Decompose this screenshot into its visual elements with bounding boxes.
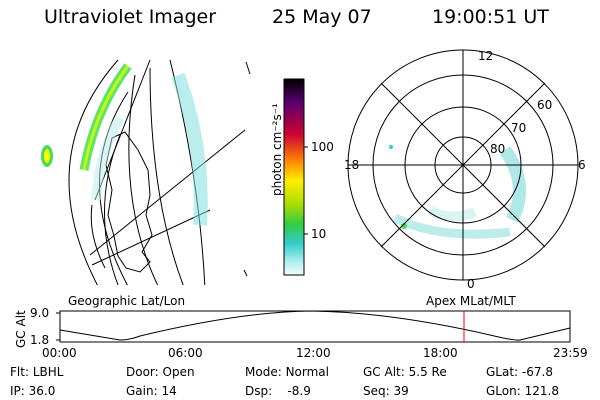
mlt-label-6: 6 — [578, 158, 586, 172]
mlat-label-60: 60 — [537, 98, 553, 112]
status-seq: Seq: 39 — [363, 384, 409, 398]
mlt-label-12: 12 — [478, 49, 494, 63]
timeline-ylabel: GC Alt — [14, 310, 28, 348]
status-gc-alt: GC Alt: 5.5 Re — [363, 365, 447, 379]
status-dsp: Dsp: -8.9 — [245, 384, 311, 398]
auroral-emission-oval — [79, 63, 208, 226]
colorbar-tick-10: 10 — [311, 227, 327, 241]
status-door: Door: Open — [126, 365, 195, 379]
mlat-label-80: 80 — [490, 142, 506, 156]
time-tick-1800: 18:00 — [423, 346, 458, 360]
status-filter: Flt: LBHL — [10, 365, 64, 379]
status-glon: GLon: 121.8 — [486, 384, 559, 398]
colorbar-unit-label: photon cm⁻²s⁻¹ — [270, 103, 284, 196]
colorbar-tick-100: 100 — [311, 140, 334, 154]
dayglow-spot — [41, 145, 53, 167]
geo-panel-label: Geographic Lat/Lon — [68, 294, 186, 308]
status-mode: Mode: Normal — [245, 365, 329, 379]
status-glat: GLat: -67.8 — [486, 365, 553, 379]
time-tick-0000: 00:00 — [42, 346, 77, 360]
status-gain: Gain: 14 — [126, 384, 177, 398]
polar-panel-label: Apex MLat/MLT — [426, 294, 516, 308]
observation-time: 19:00:51 UT — [432, 6, 549, 28]
intensity-colorbar — [283, 78, 308, 276]
mlat-label-70: 70 — [511, 121, 527, 135]
time-tick-1200: 12:00 — [296, 346, 331, 360]
polar-mlat-mlt-panel — [347, 49, 579, 281]
alt-tick-9: 9.0 — [30, 306, 50, 320]
geographic-image-panel — [41, 59, 251, 285]
mlt-label-0: 0 — [467, 277, 475, 291]
instrument-title: Ultraviolet Imager — [44, 6, 217, 28]
time-tick-2359: 23:59 — [553, 346, 588, 360]
orbit-altitude-timeline — [56, 310, 571, 343]
time-tick-0600: 06:00 — [168, 346, 203, 360]
alt-tick-1-8: 1.8 — [30, 333, 50, 347]
mlt-label-18: 18 — [344, 158, 360, 172]
polar-emission — [389, 145, 527, 239]
status-ip: IP: 36.0 — [10, 384, 56, 398]
observation-date: 25 May 07 — [272, 6, 372, 28]
